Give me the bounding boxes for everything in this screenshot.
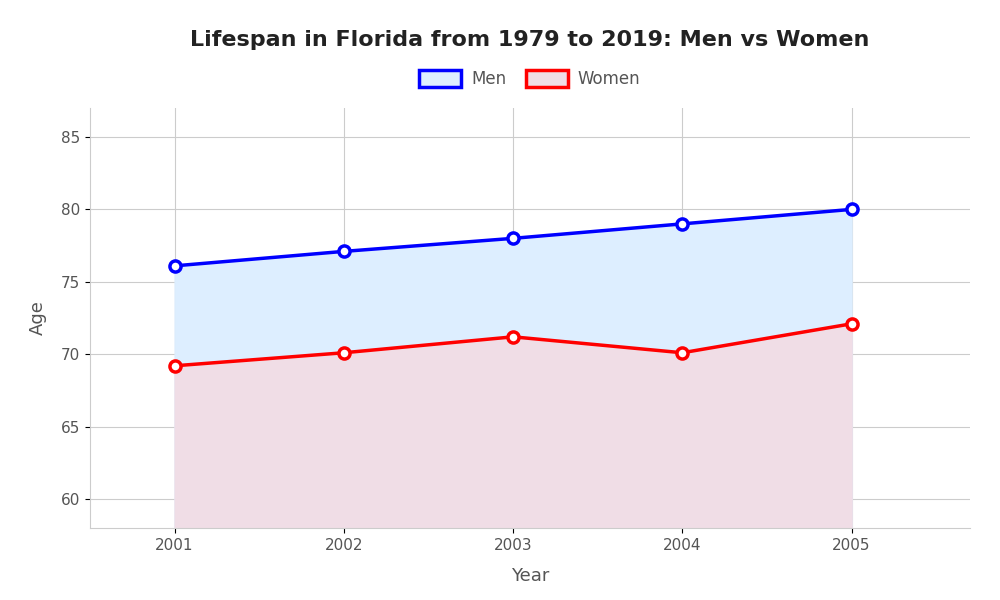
Legend: Men, Women: Men, Women <box>411 62 649 97</box>
Y-axis label: Age: Age <box>29 301 47 335</box>
X-axis label: Year: Year <box>511 566 549 584</box>
Title: Lifespan in Florida from 1979 to 2019: Men vs Women: Lifespan in Florida from 1979 to 2019: M… <box>190 29 870 49</box>
